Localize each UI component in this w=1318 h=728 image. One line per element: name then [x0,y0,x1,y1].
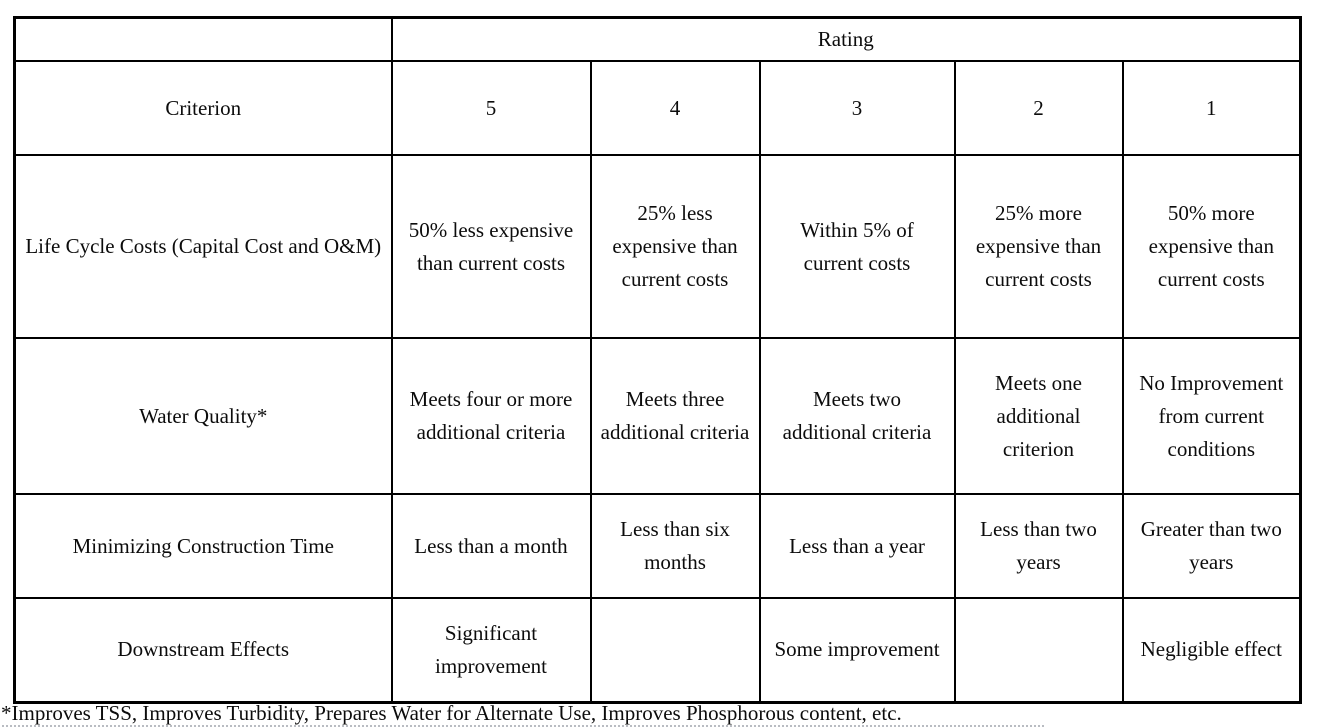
cell-rating-4: 25% less expensive than current costs [589,154,761,339]
criterion-label: Downstream Effects [13,597,393,703]
cropped-text-line [2,725,1044,727]
cell-rating-5: Significant improvement [390,597,592,703]
rating-header: Rating [390,16,1302,62]
cell-rating-1: No Improvement from current conditions [1121,337,1302,495]
cell-rating-2: 25% more expensive than current costs [953,154,1124,339]
footnote: *Improves TSS, Improves Turbidity, Prepa… [1,701,902,725]
table-row-construction-time: Minimizing Construction Time Less than a… [13,493,1302,599]
cell-rating-3: Meets two additional criteria [758,337,956,495]
rating-level-3: 3 [758,60,956,156]
column-header-row: Criterion 5 4 3 2 1 [13,60,1302,156]
criterion-header: Criterion [13,60,393,156]
criterion-label: Life Cycle Costs (Capital Cost and O&M) [13,154,393,339]
rating-header-row: Rating [13,16,1302,62]
rating-level-2: 2 [953,60,1124,156]
table-row-downstream-effects: Downstream Effects Significant improveme… [13,597,1302,703]
cell-rating-3: Some improvement [758,597,956,703]
cell-rating-5: Meets four or more additional criteria [390,337,592,495]
cell-rating-2: Meets one additional criterion [953,337,1124,495]
rating-level-1: 1 [1121,60,1302,156]
cell-rating-4 [589,597,761,703]
rating-level-5: 5 [390,60,592,156]
cell-rating-2: Less than two years [953,493,1124,599]
cell-rating-1: 50% more expensive than current costs [1121,154,1302,339]
table-row-life-cycle-costs: Life Cycle Costs (Capital Cost and O&M) … [13,154,1302,339]
cell-rating-1: Negligible effect [1121,597,1302,703]
cell-rating-5: 50% less expensive than current costs [390,154,592,339]
criterion-label: Water Quality* [13,337,393,495]
cell-rating-4: Meets three additional criteria [589,337,761,495]
cell-rating-1: Greater than two years [1121,493,1302,599]
table-row-water-quality: Water Quality* Meets four or more additi… [13,337,1302,495]
cell-rating-5: Less than a month [390,493,592,599]
cell-rating-3: Within 5% of current costs [758,154,956,339]
cell-rating-4: Less than six months [589,493,761,599]
criterion-label: Minimizing Construction Time [13,493,393,599]
empty-corner-cell [13,16,393,62]
rating-criteria-table: Rating Criterion 5 4 3 2 1 Life Cycle Co… [13,16,1303,704]
cell-rating-3: Less than a year [758,493,956,599]
rating-level-4: 4 [589,60,761,156]
cell-rating-2 [953,597,1124,703]
